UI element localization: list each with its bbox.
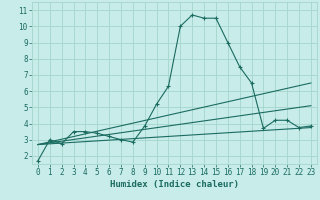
X-axis label: Humidex (Indice chaleur): Humidex (Indice chaleur) [110, 180, 239, 189]
